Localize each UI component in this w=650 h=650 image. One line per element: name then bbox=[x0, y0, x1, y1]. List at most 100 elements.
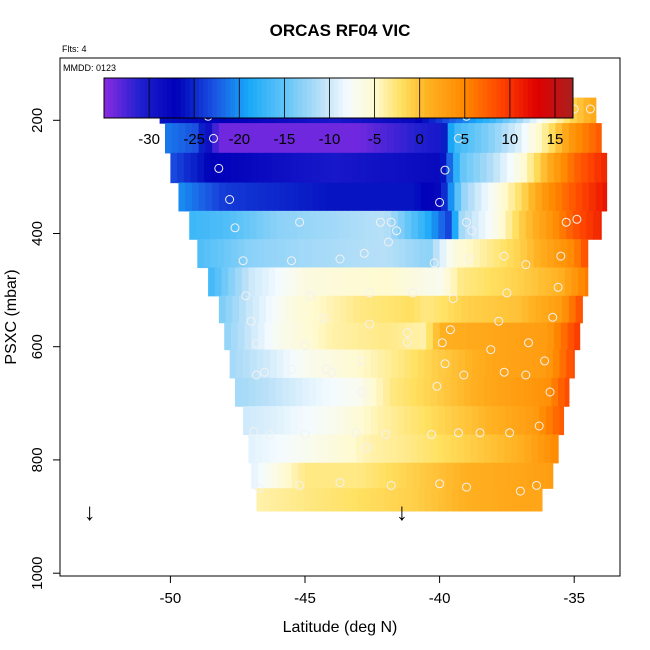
heatmap-cell bbox=[337, 488, 345, 512]
heatmap-cell bbox=[263, 488, 271, 512]
heatmap-cell bbox=[232, 123, 240, 154]
heatmap-cell bbox=[505, 349, 513, 379]
heatmap-cell bbox=[380, 123, 388, 154]
heatmap-cell bbox=[423, 377, 431, 407]
heatmap-cell bbox=[481, 123, 489, 154]
heatmap-cell bbox=[326, 123, 334, 154]
heatmap-cell bbox=[416, 377, 425, 407]
heatmap-cell bbox=[420, 182, 429, 212]
heatmap-cell bbox=[454, 182, 462, 212]
heatmap-cell bbox=[562, 182, 570, 212]
heatmap-cell bbox=[358, 152, 367, 184]
heatmap-cell bbox=[431, 210, 439, 240]
heatmap-cell bbox=[471, 406, 480, 436]
heatmap-cell bbox=[431, 349, 439, 379]
colorbar-cell bbox=[221, 78, 227, 118]
heatmap-cell bbox=[446, 462, 454, 489]
heatmap-cell bbox=[337, 210, 345, 240]
heatmap-cell bbox=[373, 123, 381, 154]
heatmap-cell bbox=[331, 239, 340, 269]
sample-point bbox=[209, 133, 218, 143]
heatmap-cell bbox=[387, 295, 395, 324]
heatmap-cell bbox=[370, 349, 379, 379]
heatmap-cell bbox=[477, 434, 485, 464]
colorbar-cell bbox=[144, 78, 150, 118]
heatmap-cell bbox=[501, 182, 509, 212]
colorbar-cell bbox=[455, 78, 461, 118]
heatmap-cell bbox=[436, 267, 445, 297]
heatmap-cell bbox=[279, 295, 287, 324]
heatmap-cell bbox=[271, 462, 279, 489]
heatmap-cell bbox=[451, 488, 460, 512]
heatmap-cell bbox=[450, 267, 458, 297]
colorbar-cell bbox=[532, 78, 538, 118]
heatmap-cell bbox=[236, 210, 244, 240]
heatmap-cell bbox=[292, 182, 301, 212]
heatmap-cell bbox=[271, 239, 279, 269]
colorbar-cell bbox=[167, 78, 173, 118]
colorbar-cell bbox=[451, 78, 457, 118]
heatmap-cell bbox=[218, 123, 227, 154]
heatmap-cell bbox=[377, 349, 386, 379]
x-tick-label: -50 bbox=[160, 590, 182, 607]
sample-point bbox=[241, 291, 251, 301]
heatmap-cell bbox=[545, 406, 554, 436]
heatmap-cell bbox=[255, 434, 263, 464]
heatmap-cell bbox=[531, 377, 539, 407]
heatmap-cell bbox=[385, 239, 394, 269]
heatmap-cell bbox=[323, 406, 332, 436]
heatmap-cell bbox=[488, 295, 496, 324]
heatmap-cell bbox=[358, 239, 367, 269]
heatmap-cell bbox=[438, 488, 446, 512]
heatmap-cell bbox=[225, 182, 233, 212]
heatmap-cell bbox=[564, 377, 570, 407]
heatmap-cell bbox=[333, 295, 341, 324]
heatmap-cell bbox=[520, 239, 528, 269]
heatmap-cell bbox=[264, 239, 272, 269]
heatmap-cell bbox=[369, 434, 377, 464]
heatmap-cell bbox=[275, 434, 283, 464]
heatmap-cell bbox=[527, 322, 535, 351]
colorbar-cell bbox=[113, 78, 119, 118]
heatmap-cell bbox=[373, 295, 381, 324]
heatmap-cell bbox=[471, 349, 480, 379]
colorbar-cell bbox=[266, 78, 272, 118]
heatmap-cell bbox=[335, 267, 344, 297]
heatmap-cell bbox=[366, 182, 375, 212]
heatmap-cell bbox=[290, 488, 298, 512]
heatmap-cell bbox=[537, 434, 546, 464]
heatmap-cell bbox=[463, 377, 472, 407]
heatmap-cell bbox=[393, 123, 402, 154]
heatmap-cell bbox=[513, 322, 521, 351]
heatmap-cell bbox=[251, 239, 259, 269]
heatmap-cell bbox=[323, 488, 332, 512]
heatmap-cell bbox=[519, 406, 527, 436]
heatmap-cell bbox=[236, 349, 244, 379]
heatmap-cell bbox=[418, 488, 426, 512]
heatmap-cell bbox=[251, 462, 259, 489]
heatmap-cell bbox=[554, 152, 562, 184]
heatmap-cell bbox=[478, 488, 486, 512]
heatmap-cell bbox=[403, 267, 411, 297]
colorbar-tick-label: 0 bbox=[416, 131, 424, 148]
heatmap-cell bbox=[198, 182, 206, 212]
heatmap-cell bbox=[410, 434, 418, 464]
heatmap-cell bbox=[562, 123, 570, 154]
heatmap-cell bbox=[484, 434, 492, 464]
heatmap-cell bbox=[532, 488, 540, 512]
heatmap-cell bbox=[501, 295, 509, 324]
sample-point bbox=[359, 248, 369, 258]
heatmap-cell bbox=[384, 349, 392, 379]
colorbar-cell bbox=[149, 78, 155, 118]
heatmap-cell bbox=[252, 295, 260, 324]
heatmap-cell bbox=[579, 210, 587, 240]
colorbar-frame bbox=[103, 77, 574, 119]
heatmap-cell bbox=[243, 349, 251, 379]
heatmap-cell bbox=[252, 182, 260, 212]
heatmap-cell bbox=[582, 123, 590, 154]
heatmap-cell bbox=[325, 239, 333, 269]
heatmap-cell bbox=[540, 462, 548, 489]
heatmap-cell bbox=[275, 377, 283, 407]
heatmap-cell bbox=[261, 434, 270, 464]
heatmap-cell bbox=[323, 210, 332, 240]
